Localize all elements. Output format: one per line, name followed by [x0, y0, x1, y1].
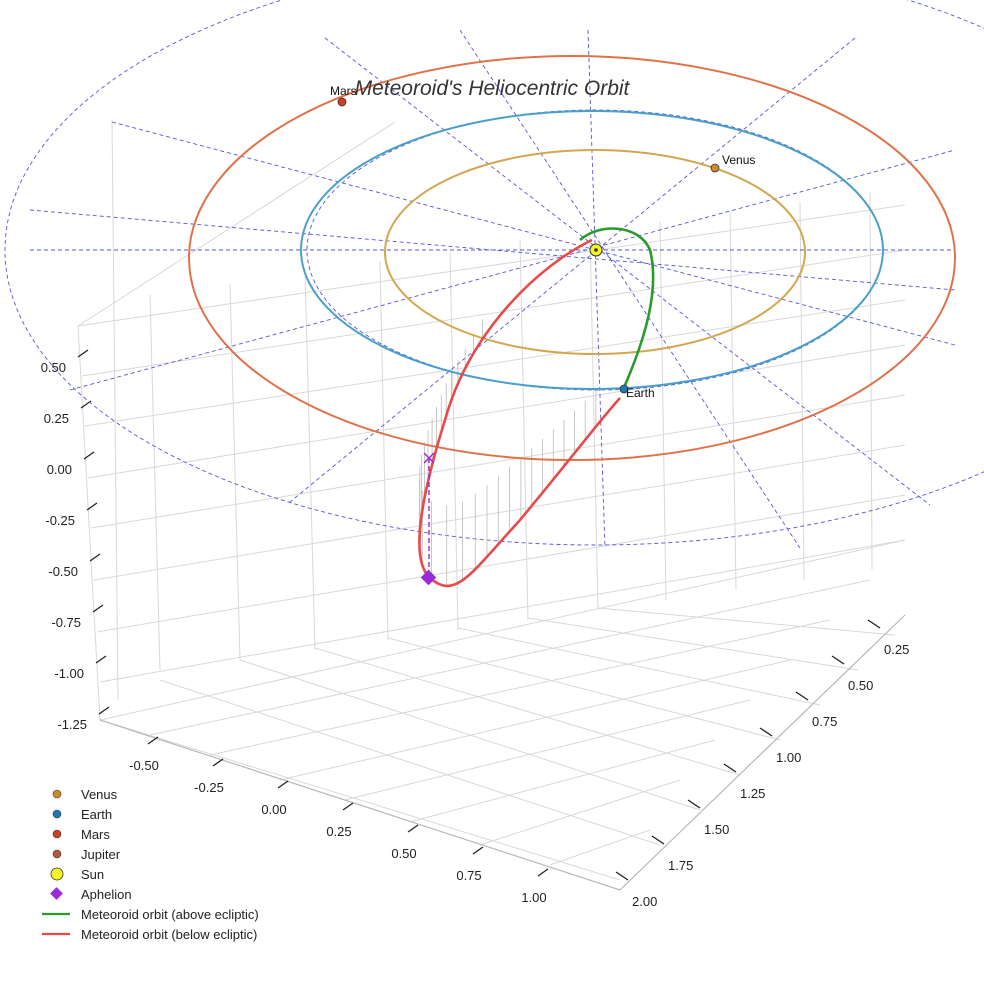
- legend-aphelion-swatch: [50, 887, 63, 900]
- y-tick-label: 0.75: [812, 714, 837, 729]
- y-tick-label: 1.25: [740, 786, 765, 801]
- x-tick-mark: [277, 780, 289, 789]
- mars-label: Mars: [330, 84, 357, 98]
- z-tick-label: 0.00: [47, 462, 72, 477]
- legend: Venus Earth Mars Jupiter Sun Aphelion Me…: [42, 787, 259, 942]
- y-tick-label: 1.50: [704, 822, 729, 837]
- x-tick-mark: [472, 846, 484, 855]
- y-tick-label: 0.25: [884, 642, 909, 657]
- x-tick-label: 0.50: [391, 846, 416, 861]
- z-tick-label: -1.25: [57, 717, 87, 732]
- x-tick-mark: [537, 868, 549, 877]
- y-tick-mark: [795, 691, 809, 701]
- x-tick-mark: [147, 736, 159, 745]
- y-tick-mark: [651, 835, 665, 845]
- legend-jupiter-label: Jupiter: [81, 847, 121, 862]
- meteoroid-orbit-above-ecliptic: [579, 227, 655, 393]
- ecliptic-drop-lines: [419, 319, 597, 586]
- y-tick-mark: [759, 727, 773, 737]
- y-tick-mark: [867, 619, 881, 629]
- z-tick-mark: [83, 451, 95, 460]
- meteoroid-orbit-below-ecliptic: [418, 238, 621, 588]
- y-tick-mark: [687, 799, 701, 809]
- aphelion-marker: [420, 569, 437, 586]
- z-tick-label: -1.00: [54, 666, 84, 681]
- earth-marker: [619, 384, 629, 394]
- z-tick-mark: [98, 706, 110, 715]
- legend-above-label: Meteoroid orbit (above ecliptic): [81, 907, 259, 922]
- z-tick-mark: [77, 349, 89, 358]
- z-tick-mark: [86, 502, 98, 511]
- x-tick-label: -0.25: [194, 780, 224, 795]
- z-tick-mark: [95, 655, 107, 664]
- grid-lines: [77, 119, 906, 881]
- legend-mars-swatch: [52, 829, 62, 839]
- y-tick-label: 1.00: [776, 750, 801, 765]
- x-tick-label: 0.75: [456, 868, 481, 883]
- earth-label: Earth: [626, 386, 655, 400]
- aphelion-ecliptic-cross-marker: [423, 452, 435, 464]
- legend-venus-swatch: [52, 789, 62, 799]
- legend-aphelion-label: Aphelion: [81, 887, 132, 902]
- legend-sun-label: Sun: [81, 867, 104, 882]
- mars-marker: [337, 97, 347, 107]
- chart-title: Meteoroid's Heliocentric Orbit: [355, 77, 631, 100]
- venus-marker: [710, 163, 720, 173]
- x-tick-mark: [342, 802, 354, 811]
- legend-sun-swatch: [50, 867, 64, 881]
- z-axis-ticks: 0.50 0.25 0.00 -0.25 -0.50 -0.75 -1.00 -1.25: [41, 349, 110, 732]
- z-tick-mark: [92, 604, 104, 613]
- legend-jupiter-swatch: [52, 849, 62, 859]
- x-tick-label: 0.25: [326, 824, 351, 839]
- legend-earth-swatch: [52, 809, 62, 819]
- legend-mars-label: Mars: [81, 827, 110, 842]
- sun-center-dot: [594, 248, 598, 252]
- z-tick-label: -0.25: [45, 513, 75, 528]
- x-tick-mark: [407, 824, 419, 833]
- y-axis-ticks: 0.25 0.50 0.75 1.00 1.25 1.50 1.75 2.00: [615, 619, 909, 909]
- earth-orbit: [300, 110, 884, 390]
- x-tick-label: 0.00: [261, 802, 286, 817]
- venus-orbit: [384, 149, 806, 355]
- legend-venus-label: Venus: [81, 787, 118, 802]
- y-tick-label: 0.50: [848, 678, 873, 693]
- z-tick-label: -0.75: [51, 615, 81, 630]
- x-tick-mark: [212, 758, 224, 767]
- y-tick-label: 1.75: [668, 858, 693, 873]
- x-axis-ticks: -0.50 -0.25 0.00 0.25 0.50 0.75 1.00: [129, 736, 549, 905]
- y-tick-label: 2.00: [632, 894, 657, 909]
- z-tick-mark: [89, 553, 101, 562]
- y-tick-mark: [615, 871, 629, 881]
- y-tick-mark: [831, 655, 845, 665]
- y-tick-mark: [723, 763, 737, 773]
- mars-orbit: [188, 55, 956, 461]
- axis-lines: [99, 614, 906, 891]
- z-tick-label: 0.50: [41, 360, 66, 375]
- x-tick-label: 1.00: [521, 890, 546, 905]
- x-tick-label: -0.50: [129, 758, 159, 773]
- z-tick-label: 0.25: [44, 411, 69, 426]
- legend-earth-label: Earth: [81, 807, 112, 822]
- venus-label: Venus: [722, 153, 755, 167]
- z-tick-label: -0.50: [48, 564, 78, 579]
- legend-below-label: Meteoroid orbit (below ecliptic): [81, 927, 257, 942]
